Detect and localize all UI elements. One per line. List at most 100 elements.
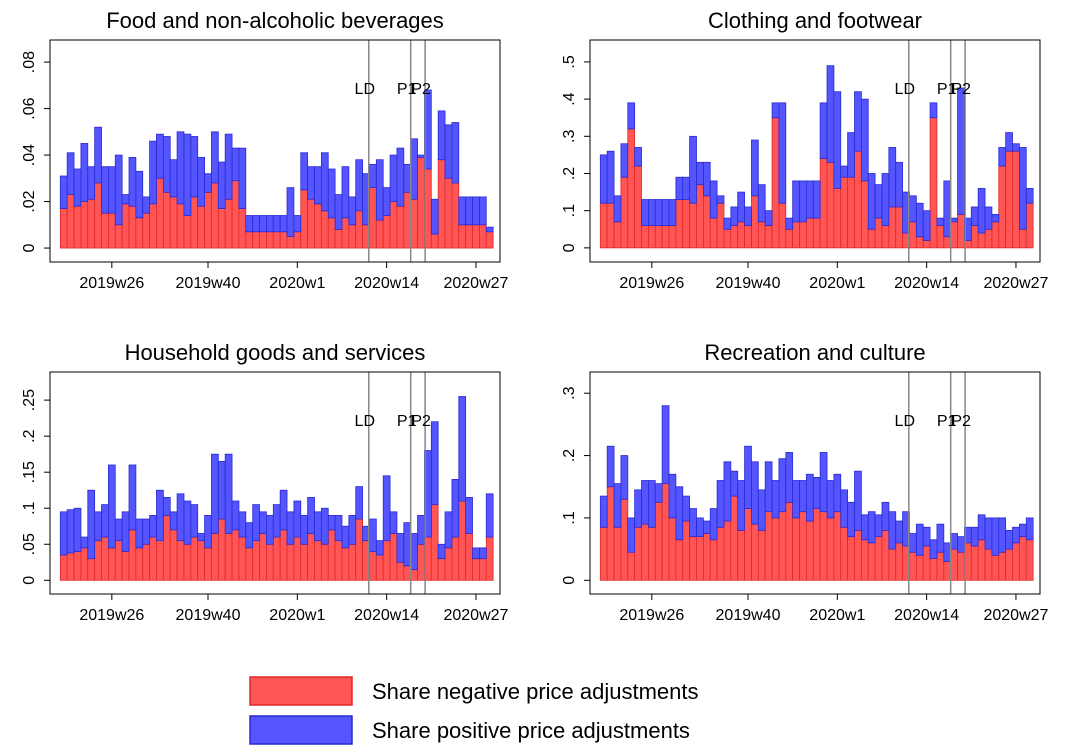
bar-segment	[998, 165, 1007, 249]
y-tick-label: .2	[561, 449, 578, 462]
bar-segment	[149, 203, 157, 249]
bar-segment	[314, 203, 322, 249]
bar-segment	[744, 225, 752, 249]
bar-segment	[478, 558, 487, 581]
bar-segment	[396, 533, 405, 563]
bar-segment	[73, 205, 82, 249]
bar-segment	[485, 493, 494, 538]
bar-segment	[183, 133, 192, 216]
bar-segment	[87, 558, 96, 581]
bar-segment	[909, 533, 917, 553]
bar-segment	[114, 154, 123, 226]
bar-segment	[1005, 529, 1013, 550]
bar-segment	[682, 176, 691, 200]
bar-segment	[465, 224, 473, 249]
bar-segment	[355, 518, 363, 581]
bar-segment	[204, 173, 212, 193]
bar-segment	[668, 473, 677, 519]
bar-segment	[613, 195, 622, 223]
bar-segment	[606, 445, 615, 488]
bar-segment	[472, 224, 480, 249]
bar-segment	[895, 206, 903, 249]
bar-segment	[991, 221, 1000, 249]
bar-segment	[101, 504, 109, 538]
y-tick-label: .15	[21, 461, 38, 483]
bar-segment	[785, 501, 794, 581]
bar-segment	[389, 201, 398, 249]
bar-segment	[348, 196, 357, 226]
bar-segment	[737, 480, 745, 531]
x-tick-label: 2020w14	[354, 607, 419, 624]
bar-segment	[396, 147, 405, 207]
bar-segment	[472, 196, 480, 226]
bar-segment	[142, 543, 151, 581]
panel-title: Household goods and services	[125, 340, 426, 365]
bar-segment	[833, 511, 842, 581]
bar-segment	[1018, 147, 1027, 230]
bar-segment	[272, 536, 281, 581]
bar-segment	[936, 551, 945, 581]
bar-segment	[314, 166, 322, 205]
x-tick-label: 2020w1	[269, 275, 325, 292]
bar-segment	[231, 500, 240, 531]
bar-segment	[204, 191, 212, 249]
bar-segment	[197, 205, 205, 249]
bar-segment	[881, 173, 890, 226]
bar-segment	[327, 217, 336, 249]
bar-segment	[847, 536, 855, 581]
bar-segment	[799, 511, 807, 581]
bar-segment	[314, 540, 322, 581]
bar-segment	[888, 511, 897, 550]
bar-segment	[888, 147, 897, 208]
bar-segment	[696, 184, 704, 249]
bar-segment	[382, 215, 391, 249]
bar-segment	[881, 225, 890, 249]
bar-segment	[327, 529, 336, 581]
bar-segment	[744, 508, 752, 581]
bar-segment	[430, 198, 439, 235]
bar-segment	[190, 196, 199, 249]
bar-segment	[478, 547, 487, 560]
bar-segment	[819, 102, 828, 160]
y-tick-label: .3	[561, 386, 578, 399]
bar-segment	[430, 233, 439, 249]
bar-segment	[751, 139, 759, 197]
bar-segment	[909, 221, 917, 249]
bar-segment	[169, 196, 178, 249]
bar-segment	[162, 191, 171, 249]
bar-segment	[874, 217, 883, 249]
bar-segment	[245, 215, 254, 233]
y-tick-label: .1	[561, 204, 578, 217]
bar-segment	[430, 504, 439, 581]
bar-segment	[217, 208, 226, 249]
bar-segment	[812, 476, 821, 509]
bar-segment	[998, 551, 1007, 581]
bar-segment	[485, 536, 494, 581]
bar-segment	[444, 177, 453, 249]
bar-segment	[286, 511, 295, 545]
bar-segment	[169, 529, 178, 581]
bar-segment	[936, 523, 945, 553]
plot-frame	[49, 39, 501, 263]
y-tick-label: .05	[21, 533, 38, 555]
bar-segment	[716, 195, 725, 204]
bar-segment	[259, 533, 267, 581]
bar-segment	[730, 495, 739, 581]
bar-segment	[183, 215, 192, 249]
bar-segment	[259, 511, 267, 534]
bar-segment	[204, 515, 212, 549]
bar-segment	[970, 225, 979, 249]
bar-segment	[396, 205, 405, 249]
bar-segment	[764, 511, 773, 581]
bar-segment	[696, 536, 704, 581]
bar-segment	[854, 91, 862, 152]
bar-segment	[977, 514, 986, 541]
y-tick-label: .06	[21, 97, 38, 119]
bar-segment	[224, 133, 233, 200]
bar-segment	[641, 199, 649, 226]
bar-segment	[984, 548, 993, 581]
bar-segment	[984, 206, 993, 230]
bar-segment	[874, 514, 883, 538]
